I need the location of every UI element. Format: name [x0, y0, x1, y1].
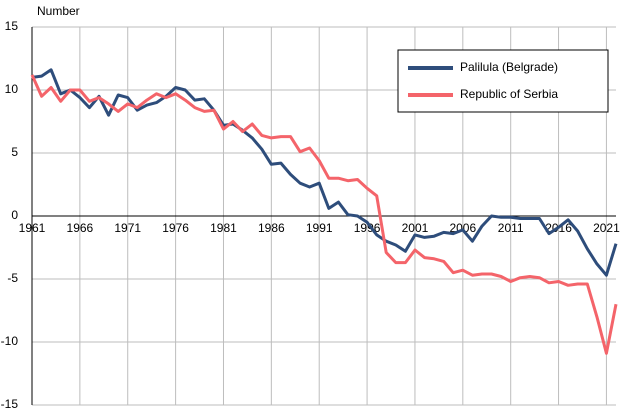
x-tick-label: 2001 — [402, 221, 429, 235]
y-tick-label: -5 — [7, 271, 18, 285]
x-tick-label: 2021 — [593, 221, 620, 235]
x-tick-label: 1981 — [210, 221, 237, 235]
x-tick-label: 1971 — [114, 221, 141, 235]
x-tick-label: 1986 — [258, 221, 285, 235]
y-tick-label: 5 — [11, 145, 18, 159]
x-tick-label: 1966 — [67, 221, 94, 235]
y-tick-label: 0 — [11, 208, 18, 222]
series-line — [31, 68, 618, 277]
legend-label: Republic of Serbia — [460, 87, 558, 101]
series-line — [30, 74, 618, 355]
y-axis-label: Number — [37, 4, 80, 18]
x-tick-label: 1991 — [306, 221, 333, 235]
y-tick-label: -15 — [1, 397, 19, 410]
y-tick-label: 10 — [5, 82, 19, 96]
y-tick-label: 15 — [5, 19, 19, 33]
legend-label: Palilula (Belgrade) — [460, 60, 558, 74]
legend-box — [397, 49, 609, 113]
y-tick-label: -10 — [1, 334, 19, 348]
x-tick-label: 2011 — [498, 221, 524, 235]
x-tick-label: 1976 — [162, 221, 189, 235]
